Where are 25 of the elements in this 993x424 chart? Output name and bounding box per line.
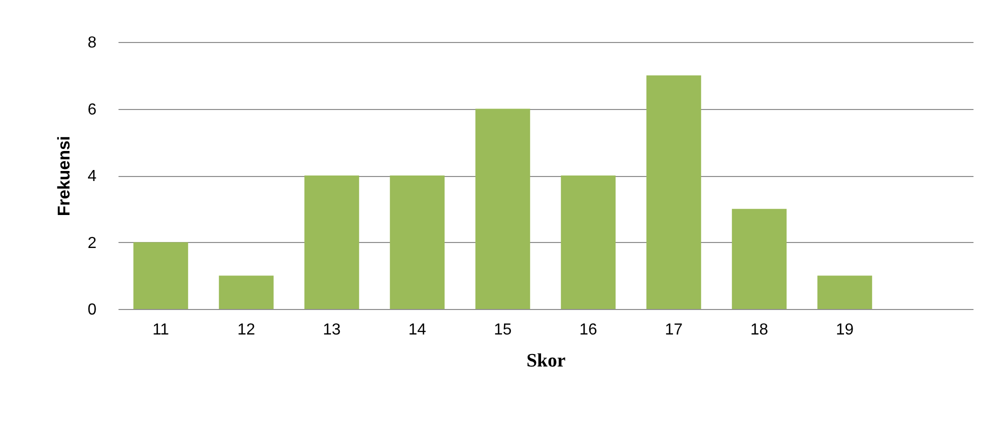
bar (475, 108, 530, 309)
x-tick-label: 18 (750, 322, 768, 338)
y-axis-title: Frekuensi (54, 136, 74, 216)
x-tick-label: 17 (664, 322, 683, 338)
x-tick-label: 16 (579, 322, 598, 338)
x-tick-label: 14 (408, 322, 426, 338)
bar (560, 176, 616, 309)
x-tick-label: 19 (836, 322, 854, 338)
y-tick-label: 4 (88, 168, 97, 185)
y-tick-label: 8 (88, 34, 97, 52)
x-tick-label: 11 (152, 322, 170, 338)
bar (732, 208, 787, 309)
bar (390, 176, 445, 309)
y-tick-label: 2 (88, 234, 97, 252)
x-tick-label: 15 (494, 322, 512, 338)
y-tick-label: 0 (88, 302, 97, 318)
x-tick-label: 13 (322, 322, 341, 338)
bar (646, 75, 702, 309)
bar (218, 276, 274, 309)
y-tick-label: 6 (88, 101, 97, 118)
x-axis-title: Skor (526, 350, 566, 372)
bar (817, 276, 872, 309)
bar (133, 242, 188, 309)
x-tick-label: 12 (237, 322, 256, 338)
bar (304, 176, 360, 309)
